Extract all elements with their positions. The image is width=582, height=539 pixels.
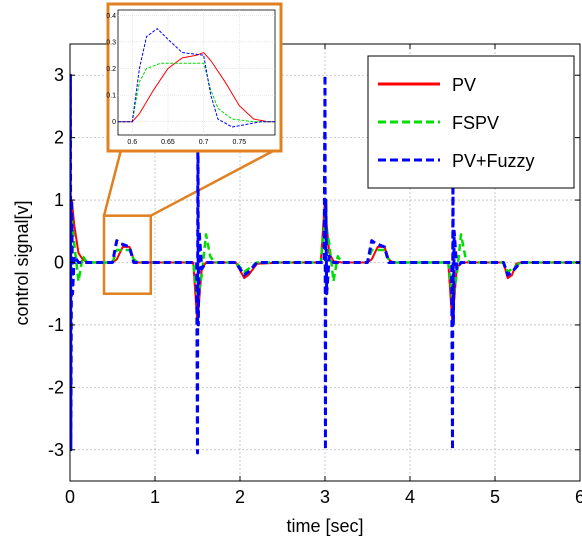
y-tick-label: 2 — [54, 128, 64, 148]
y-axis-label: control signal[v] — [12, 200, 32, 325]
inset-axes-box — [117, 9, 276, 136]
inset-y-tick-label: 0.2 — [106, 66, 116, 73]
x-tick-label: 5 — [490, 487, 500, 507]
series-line-fspv — [70, 217, 580, 302]
zoom-connector-right — [150, 148, 276, 217]
x-tick-label: 3 — [320, 487, 330, 507]
inset-series-line-pv-fuzzy — [118, 27, 275, 128]
inset-x-tick-label: 0.65 — [161, 139, 175, 146]
y-tick-label: 0 — [54, 253, 64, 273]
series-layer — [70, 73, 580, 455]
x-axis-label: time [sec] — [286, 516, 363, 536]
inset-plot: 0.6 0.65 0.7 0.75 0 0.1 0.2 0.3 0.4 — [106, 2, 283, 153]
y-tick-label: 3 — [54, 65, 64, 85]
legend: PV FSPV PV+Fuzzy — [367, 55, 575, 189]
x-tick-label: 0 — [65, 487, 75, 507]
y-tick-label: -2 — [48, 377, 64, 397]
legend-label-pv: PV — [452, 75, 476, 95]
inset-y-tick-label: 0.3 — [106, 39, 116, 46]
zoom-connector-left — [102, 149, 123, 216]
x-tick-label: 2 — [235, 487, 245, 507]
inset-x-tick-label: 0.7 — [199, 139, 209, 146]
series-line-pv-fuzzy — [70, 73, 580, 455]
x-tick-label: 1 — [150, 487, 160, 507]
legend-label-fspv: FSPV — [452, 113, 499, 133]
zoom-connector-layer — [102, 148, 276, 295]
y-tick-label: -1 — [48, 315, 64, 335]
inset-y-tick-label: 0 — [112, 119, 116, 126]
legend-label-pv-fuzzy: PV+Fuzzy — [452, 151, 535, 171]
x-tick-label: 4 — [405, 487, 415, 507]
zoom-box — [102, 214, 152, 295]
inset-x-tick-label: 0.75 — [233, 139, 247, 146]
x-tick-label: 6 — [575, 487, 582, 507]
inset-y-tick-label: 0.4 — [106, 13, 116, 20]
y-tick-label: -3 — [48, 440, 64, 460]
inset-y-tick-label: 0.1 — [106, 93, 116, 100]
inset-x-tick-label: 0.6 — [127, 139, 137, 146]
inset-series-line-pv — [118, 51, 275, 123]
y-tick-label: 1 — [54, 190, 64, 210]
